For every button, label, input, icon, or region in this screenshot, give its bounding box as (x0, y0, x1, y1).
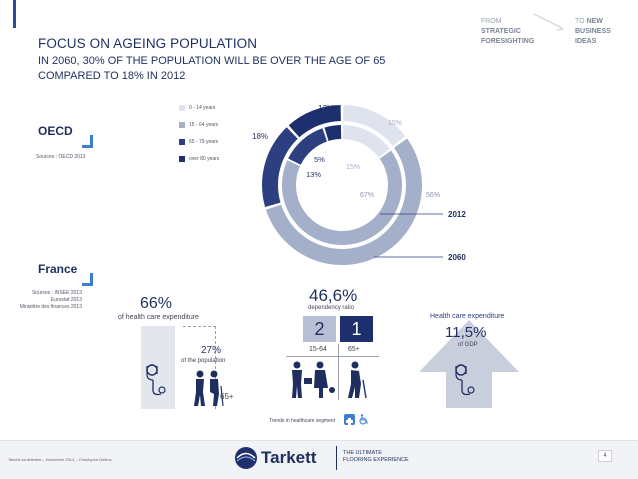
donut-slice-2012-3 (288, 105, 341, 138)
health-exp-pct: 66% (140, 295, 173, 312)
tarkett-logo-icon (235, 447, 257, 469)
footer-tagline-2: FLOORING EXPERIENCE (343, 457, 409, 463)
donut-slice-2012-0 (343, 105, 406, 147)
gdp-title: Health care expenditure (430, 313, 505, 320)
nav-from-line2: FORESIGHTING (481, 38, 535, 45)
chart-legend: 0 - 14 years 15 - 64 years 65 - 79 years… (179, 105, 219, 162)
population-bracket (183, 326, 216, 409)
label-2060-65-79: 13% (306, 170, 321, 179)
nav-to-line0: TO NEW (575, 18, 603, 25)
legend-item-0-14: 0 - 14 years (179, 105, 219, 111)
nav-to-line1: BUSINESS (575, 28, 611, 35)
legend-swatch (179, 105, 185, 111)
legend-label: 0 - 14 years (189, 105, 216, 111)
nav-from[interactable]: FROM STRATEGIC FORESIGHTING (481, 17, 534, 47)
label-2060-15-64: 67% (360, 192, 374, 199)
footer-divider (336, 446, 337, 470)
footer-brand: Tarkett (261, 448, 317, 467)
nav-arrow-icon (533, 13, 565, 31)
oecd-bracket-icon (82, 135, 93, 148)
legend-item-65-79: 65 - 79 years (179, 139, 219, 145)
doctor-icon (146, 364, 166, 396)
health-exp-label: of health care expenditure (118, 314, 199, 321)
title-accent-bar (13, 0, 16, 28)
age-65-label: 65+ (220, 392, 234, 401)
working-people-icon (292, 361, 335, 398)
elderly-couple-icon (194, 370, 224, 407)
page-subtitle: IN 2060, 30% OF THE POPULATION WILL BE O… (38, 55, 386, 82)
population-pct: 27% (201, 345, 222, 356)
label-2012-65-79: 18% (252, 132, 268, 141)
donut-slice-2012-2 (262, 127, 298, 207)
dependency-label: dependency ratio (308, 305, 355, 311)
france-source-2: Eurostat 2013 (50, 297, 82, 303)
wheelchair-icon[interactable] (358, 414, 369, 425)
oecd-label: OECD (38, 124, 73, 138)
page-title: FOCUS ON AGEING POPULATION (38, 36, 258, 51)
footer-confidential: Tarkett confidential – November 2014 – C… (8, 457, 112, 462)
footer-tagline: THE ULTIMATE FLOORING EXPERIENCE (343, 450, 409, 464)
nav-to[interactable]: TO NEW BUSINESS IDEAS (575, 17, 611, 47)
dependency-age-2: 65+ (348, 346, 360, 353)
oecd-source: Sources : OECD 2013 (36, 154, 86, 160)
france-source-3: Ministère des finances 2013 (19, 304, 82, 310)
dependency-divider (286, 356, 379, 357)
gdp-pct: 11,5% (445, 324, 487, 341)
label-2012-15-64: 56% (426, 192, 440, 199)
page-number: 4 (598, 450, 612, 462)
donut-slice-2060-1 (282, 150, 402, 246)
legend-label: 65 - 79 years (189, 139, 219, 145)
legend-item-15-64: 15 - 64 years (179, 122, 219, 128)
gdp-label: of GDP (458, 342, 478, 348)
population-label: of the population (181, 358, 226, 364)
label-2060-0-14: 15% (346, 164, 360, 171)
year-label-2060: 2060 (448, 253, 466, 262)
nav-to-line2: IDEAS (575, 38, 597, 45)
france-source: Sources : INSEE 2013 Eurostat 2013 Minis… (0, 290, 82, 311)
gdp-arrow-shape (419, 320, 519, 408)
footer-bar (0, 440, 638, 479)
dependency-pct: 46,6% (309, 286, 358, 305)
label-2060-80plus: 5% (314, 155, 325, 164)
year-label-2012: 2012 (448, 210, 466, 219)
legend-label: 15 - 64 years (189, 122, 219, 128)
donut-inner-ring-2060 (282, 125, 402, 246)
doctor-icon-gdp (455, 364, 475, 396)
elderly-person-icon (348, 361, 367, 399)
donut-outer-ring-2012 (262, 105, 422, 265)
donut-slice-2012-1 (265, 138, 422, 265)
france-label: France (38, 262, 78, 276)
legend-swatch (179, 156, 185, 162)
trends-label: Trends in healthcare segment (269, 418, 335, 424)
healthcare-segment-icon[interactable] (344, 414, 355, 425)
nav-from-small: FROM (481, 18, 502, 25)
france-bracket-icon (82, 273, 93, 286)
donut-slice-2060-2 (288, 128, 328, 165)
donut-slice-2060-0 (342, 125, 390, 158)
dependency-num-2: 1 (340, 316, 373, 342)
nav-from-line1: STRATEGIC (481, 28, 521, 35)
france-source-1: Sources : INSEE 2013 (31, 290, 82, 296)
legend-label: over 80 years (189, 156, 220, 162)
donut-slice-2060-3 (324, 125, 342, 142)
legend-swatch (179, 122, 185, 128)
legend-swatch (179, 139, 185, 145)
population-donut-chart: 12% 18% 15% 56% 5% 13% 15% 67% 2012 2060 (252, 105, 466, 265)
legend-item-80plus: over 80 years (179, 156, 219, 162)
dependency-age-1: 15-64 (309, 346, 327, 353)
dependency-num-1: 2 (303, 316, 336, 342)
label-2012-0-14: 15% (388, 120, 402, 127)
label-2012-80plus: 12% (318, 105, 334, 113)
dependency-vertical-divider (338, 344, 339, 400)
footer-tagline-1: THE ULTIMATE (343, 450, 382, 456)
